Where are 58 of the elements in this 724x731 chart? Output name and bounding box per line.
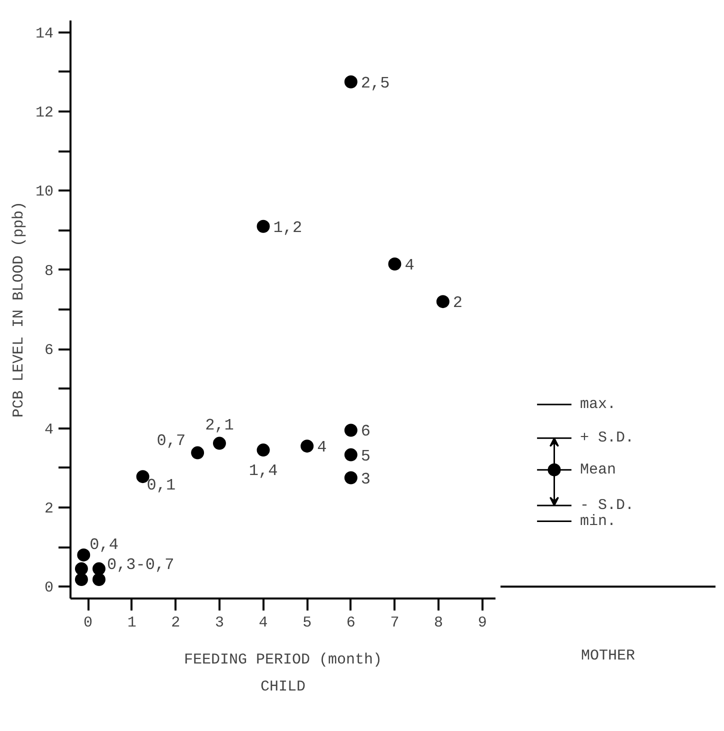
text: CHILD [260,678,306,696]
y-tick-label: 10 [35,184,54,201]
point [74,573,88,586]
y-tick-label: 8 [44,262,54,280]
x-tick-label: 9 [478,614,487,632]
point [74,562,88,576]
text: Mean [580,461,616,478]
annotation: 6 [360,422,371,441]
x-tick-label: 3 [214,614,224,632]
y-tick-label: 2 [44,500,54,518]
text: - S.D. [580,496,634,514]
point [388,257,402,270]
text: max. [580,396,616,414]
y-axis-title: PCB LEVEL IN BLOOD (ppb) [10,201,28,418]
point [92,562,106,576]
point [344,471,358,484]
annotation: 3 [360,470,371,488]
x-tick-label: 7 [390,614,400,632]
text: min. [580,512,616,530]
y-tick-label: 0 [44,580,54,597]
annotation: 4 [404,256,414,274]
x-tick-label: 1 [127,614,136,632]
point [92,573,106,586]
point [344,75,358,88]
y-tick-label: 4 [44,421,54,438]
annotation: 2,5 [360,74,390,92]
x-tick-label: 5 [302,614,312,632]
point [191,446,204,460]
point [77,548,90,562]
annotation: 0,1 [146,476,176,495]
annotation: 2,1 [205,416,234,434]
annotation: 0,4 [90,536,118,554]
x-tick-label: 8 [434,614,444,632]
x-tick-label: 2 [171,614,180,632]
point [300,440,314,453]
point [256,220,270,233]
y-tick-label: 14 [35,25,54,42]
point [436,295,450,308]
point [344,448,358,462]
annotation: 0,3-0,7 [106,556,174,574]
annotation: 2 [452,294,463,312]
annotation: 1,2 [273,218,302,237]
annotation: 5 [360,447,371,466]
x-tick-label: 4 [258,614,268,632]
x-axis-title: FEEDING PERIOD (month) [184,652,382,668]
text: + S.D. [580,430,634,447]
point [136,470,150,484]
annotation: 1,4 [248,462,278,480]
y-tick-label: 12 [35,104,54,122]
point [344,424,358,437]
x-tick-label: 0 [84,614,93,632]
point [212,436,226,450]
annotation: 0,7 [156,432,186,450]
y-tick-label: 6 [44,342,54,360]
x-tick-label: 6 [346,614,356,632]
annotation: 4 [317,438,327,457]
point [256,444,270,457]
text: MOTHER [580,648,636,664]
